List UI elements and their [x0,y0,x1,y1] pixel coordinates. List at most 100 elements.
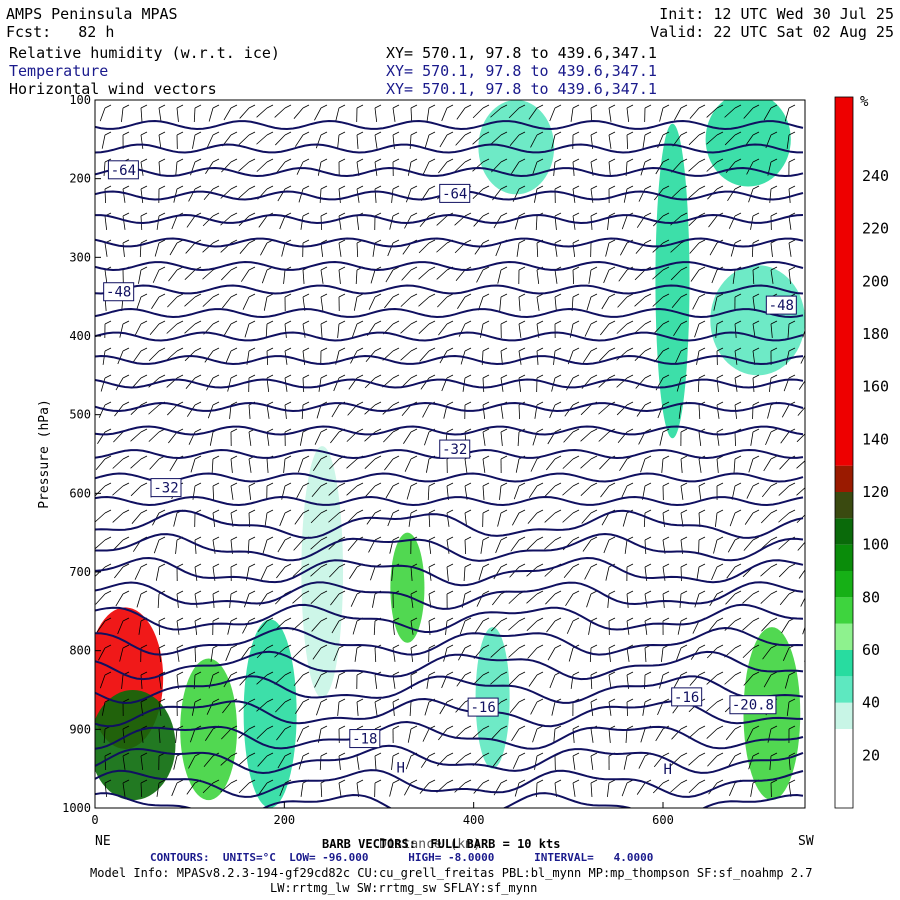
wind-barb-flag [464,563,472,568]
wind-barb-flag [140,401,148,406]
wind-barb [171,215,178,230]
wind-barb-flag [266,104,274,109]
wind-barb [192,134,196,149]
wind-barb-flag [644,185,652,190]
wind-barb [642,134,646,149]
wind-barb-flag [752,212,760,217]
wind-barb [189,728,196,743]
wind-barb [266,404,270,419]
wind-barb-flag [500,455,508,460]
valid-time: Valid: 22 UTC Sat 02 Aug 25 [650,23,894,41]
y-tick-label: 300 [69,250,91,264]
wind-barb-flag [698,239,706,244]
wind-barb-flag [536,671,544,676]
wind-barb [589,647,592,663]
wind-barb-flag [662,131,670,136]
wind-barb-flag [176,617,184,622]
wind-barb [673,674,682,688]
wind-barb-flag [338,725,346,730]
wind-barb-flag [104,563,112,568]
wind-barb [333,647,340,662]
wind-barb [454,161,466,172]
contour-label-box [467,697,499,717]
wind-barb [623,755,628,770]
wind-barb-flag [266,374,274,379]
wind-barb-flag [590,671,598,676]
wind-barb [158,161,161,176]
wind-barb-flag [464,644,472,649]
wind-barb [276,728,286,741]
wind-barb-flag [626,698,634,703]
wind-barb-flag [807,240,813,243]
wind-barb [319,188,322,203]
wind-barb [238,188,250,199]
wind-barb [337,701,340,716]
wind-barb-flag [482,131,490,136]
wind-barb [356,242,359,258]
wind-barb [99,674,106,689]
wind-barb [675,647,682,662]
wind-barb [625,728,628,743]
wind-barb [715,512,718,527]
wind-barb [404,458,412,472]
contour-label: -64 [111,163,136,179]
contour-label-box [107,160,139,180]
wind-barb-flag [104,779,112,784]
wind-barb-flag [698,131,706,136]
colorbar-unit: % [860,94,869,110]
wind-barb [347,539,358,551]
wind-barb [354,647,358,662]
wind-barb [781,620,790,634]
wind-barb-flag [680,104,688,109]
wind-barb-flag [302,752,310,757]
wind-barb-flag [500,644,508,649]
wind-barb [410,593,414,608]
wind-barb [716,458,719,473]
wind-barb [335,674,340,689]
wind-barb-flag [680,320,688,325]
wind-barb-flag [338,239,346,244]
wind-barb [568,647,574,662]
wind-barb-flag [788,131,796,136]
wind-barb [167,404,178,416]
wind-barb [536,242,539,258]
wind-barb [356,134,359,149]
wind-barb [186,215,196,228]
wind-barb-flag [536,698,544,703]
colorbar-band [835,781,853,808]
wind-barb-flag [770,104,778,109]
wind-barb-flag [230,590,238,595]
contour-label-box [103,282,135,302]
wind-barb-flag [680,185,688,190]
colorbar-band [835,492,853,519]
wind-barb [275,701,286,713]
wind-barb-flag [608,266,616,271]
wind-barb-flag [734,239,742,244]
wind-barb-flag [410,779,418,784]
wind-barb-flag [176,374,184,379]
wind-barb [598,350,610,362]
wind-barb [605,242,610,257]
wind-barb-flag [338,347,346,352]
wind-barb [168,431,178,444]
wind-barb-flag [752,374,760,379]
wind-barb [202,269,214,280]
wind-barb-flag [464,104,472,109]
wind-barb-flag [770,212,778,217]
wind-barb [95,458,106,471]
wind-barb [158,728,161,743]
wind-barb [798,380,805,390]
wind-barb-flag [770,347,778,352]
temperature-contour [95,331,804,342]
wind-barb-flag [807,483,813,486]
wind-barb-flag [536,374,544,379]
wind-barb-flag [158,563,166,568]
wind-barb-flag [266,725,274,730]
temperature-contour [95,603,804,633]
wind-barb-flag [158,293,166,298]
model-info-line-1: Model Info: MPASv8.2.3-194-gf29cd82c CU:… [90,866,813,880]
wind-barb-flag [482,401,490,406]
wind-barb [640,458,646,473]
wind-barb [509,134,520,146]
wind-barb-flag [104,428,112,433]
